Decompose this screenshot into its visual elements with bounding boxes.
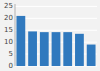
bar [28, 31, 37, 66]
y-tick-label: 5 [9, 50, 13, 58]
y-tick-label: 25 [4, 2, 13, 10]
bar [63, 32, 72, 66]
bar [87, 45, 96, 66]
y-tick-label: 15 [4, 26, 13, 34]
grid-line [15, 30, 97, 31]
y-tick-label: 20 [4, 14, 13, 22]
y-tick-label: 10 [4, 38, 13, 46]
chart: 0 5 10 15 20 25 [0, 0, 100, 71]
bar [75, 34, 84, 66]
grid-line [15, 18, 97, 19]
bar [52, 32, 61, 66]
chart-container: 0 5 10 15 20 25 [0, 0, 100, 71]
grid-line [15, 6, 97, 7]
bar [16, 16, 25, 66]
y-tick-label: 0 [9, 62, 13, 70]
y-axis-line [15, 4, 16, 66]
bars [16, 16, 95, 66]
bar [40, 32, 49, 66]
